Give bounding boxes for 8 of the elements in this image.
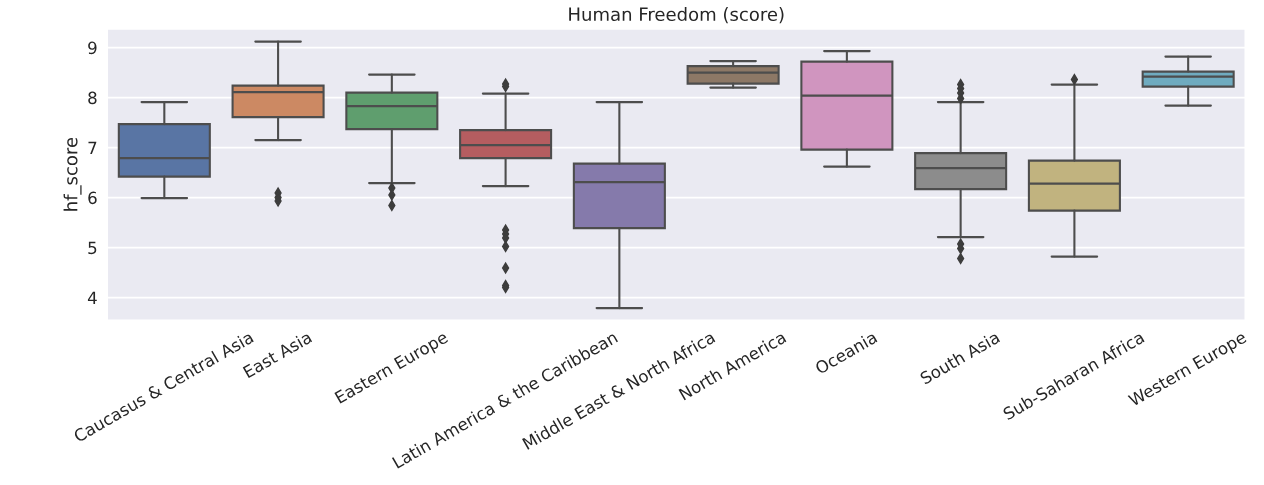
- chart-title: Human Freedom (score): [569, 7, 784, 24]
- y-tick-label: 4: [87, 291, 97, 304]
- y-tick-label: 6: [88, 191, 97, 205]
- y-tick-label: 7: [88, 141, 97, 154]
- y-axis-title: hf_score: [63, 137, 82, 211]
- y-tick-label: 8: [88, 91, 97, 105]
- y-tick-label: 9: [88, 41, 97, 55]
- y-tick-label: 5: [88, 241, 97, 255]
